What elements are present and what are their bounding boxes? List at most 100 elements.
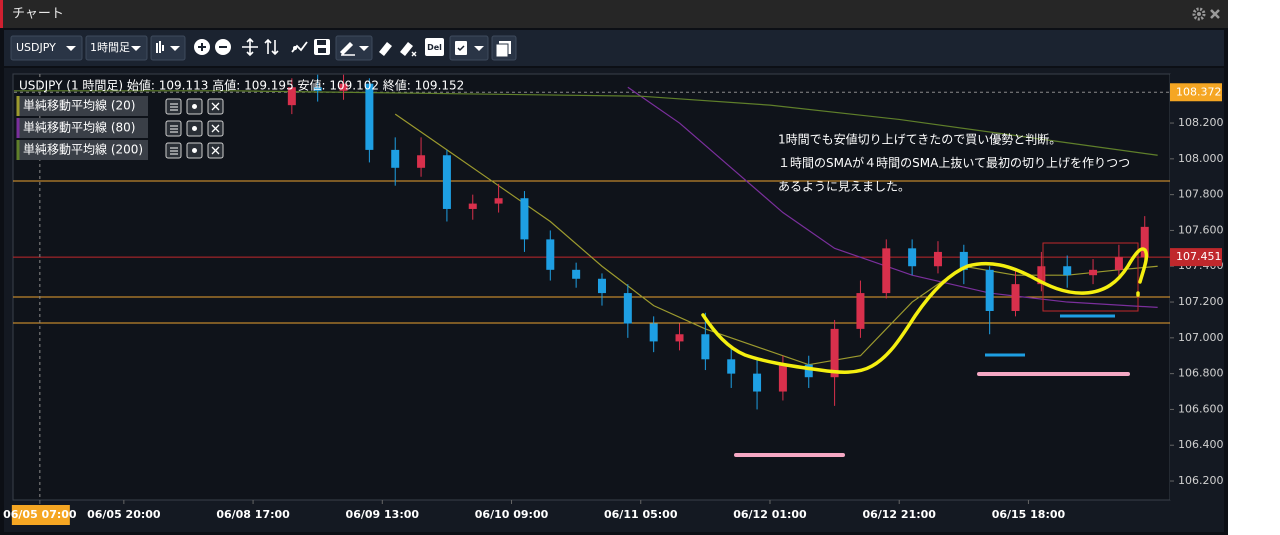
candle-body xyxy=(959,251,968,270)
candle xyxy=(546,230,555,281)
candle xyxy=(933,241,942,274)
candle-body xyxy=(468,203,477,209)
symbol-dropdown[interactable]: USDJPY xyxy=(10,35,83,61)
candle xyxy=(856,280,865,338)
x-tick-label: 06/05 20:00 xyxy=(87,508,161,521)
x-tick-label: 06/11 05:00 xyxy=(604,508,678,521)
candle-layer xyxy=(287,74,1149,410)
save-button[interactable] xyxy=(314,39,330,55)
scale-button[interactable] xyxy=(264,38,279,56)
y-tick-label: 106.200 xyxy=(1178,474,1224,487)
y-tick-label: 106.800 xyxy=(1178,367,1224,380)
candle-body xyxy=(1011,284,1020,311)
eraser-button[interactable] xyxy=(379,42,392,56)
annotation-line: １時間のSMAが４時間のSMA上抜いて最初の切り上げを作りつつ xyxy=(778,155,1130,170)
candle-body xyxy=(649,323,658,342)
legend-eye-icon xyxy=(192,148,197,153)
candle-body xyxy=(753,373,762,392)
user-drawings xyxy=(701,242,1149,457)
y-tick-label: 106.400 xyxy=(1178,438,1224,451)
pan-button[interactable] xyxy=(242,37,258,57)
delete-text: Del xyxy=(427,43,442,52)
annotation: 1時間でも安値切り上げてきたので買い優勢と判断。 １時間のSMAが４時間のSMA上… xyxy=(778,132,1130,194)
zoom-in-button[interactable] xyxy=(194,39,210,55)
candle xyxy=(468,194,477,220)
moving-average-line xyxy=(627,86,1158,309)
candle xyxy=(572,262,581,288)
annotation-line: あるように見えました。 xyxy=(778,180,910,194)
candle xyxy=(339,74,348,100)
zoom-out-button[interactable] xyxy=(215,39,231,55)
y-tick-label: 107.000 xyxy=(1178,331,1224,344)
x-tick-label: 06/09 13:00 xyxy=(346,508,420,521)
legend-settings-icon xyxy=(170,147,178,155)
candle-body xyxy=(933,251,942,267)
candle xyxy=(882,239,891,299)
ohlc-header: USDJPY (1 時間足) 始値: 109.113 高値: 109.195 安… xyxy=(19,78,464,93)
draw-dropdown[interactable] xyxy=(335,35,373,61)
toolbar xyxy=(4,30,1224,66)
candle-body xyxy=(546,239,555,270)
candle-body xyxy=(727,359,736,374)
candle-body xyxy=(365,83,374,150)
x-tick-label: 06/05 07:00 xyxy=(3,508,77,521)
candle-body xyxy=(1037,266,1046,285)
drawn-curve xyxy=(701,247,1149,374)
legend-settings-icon xyxy=(170,103,178,111)
last-price-tag xyxy=(1170,248,1222,267)
candle xyxy=(649,316,658,353)
candle xyxy=(804,355,813,388)
legend-remove-icon xyxy=(211,124,220,133)
candle-body xyxy=(442,155,451,209)
candle-body xyxy=(597,278,606,294)
candle-body xyxy=(675,334,684,342)
window-title: チャート xyxy=(12,7,64,22)
candle xyxy=(1063,255,1072,288)
erase-all-button[interactable] xyxy=(400,42,417,57)
y-tick-label: 107.600 xyxy=(1178,223,1224,236)
candle xyxy=(985,266,994,335)
candle-body xyxy=(520,198,529,240)
candle xyxy=(287,78,296,115)
settings-button[interactable] xyxy=(1192,7,1206,21)
x-crosshair-tag xyxy=(11,505,70,525)
template-dropdown[interactable] xyxy=(449,35,489,61)
symbol-text: USDJPY xyxy=(16,41,56,54)
price-axis xyxy=(1170,74,1222,500)
candle-body xyxy=(882,248,891,294)
candle xyxy=(1037,251,1046,292)
candle-body xyxy=(391,149,400,168)
candle xyxy=(1089,259,1098,285)
legend-eye-icon xyxy=(192,104,197,109)
close-button[interactable] xyxy=(1210,9,1220,19)
candle-body xyxy=(804,364,813,378)
timeframe-dropdown[interactable]: 1時間足 xyxy=(85,35,148,61)
candle-body xyxy=(1140,226,1149,258)
chart-type-dropdown[interactable] xyxy=(150,35,186,61)
indicator-button[interactable] xyxy=(291,41,308,53)
candle xyxy=(313,74,322,102)
axes: 106.200 106.400 106.600 106.800 107.000 107.2… xyxy=(3,83,1224,525)
x-tick-label: 06/12 21:00 xyxy=(862,508,936,521)
candle xyxy=(959,244,968,285)
timeframe-text: 1時間足 xyxy=(90,41,130,54)
candle-body xyxy=(417,155,426,168)
delete-button[interactable]: Del xyxy=(425,38,444,56)
legend-remove-icon xyxy=(211,146,220,155)
title-accent xyxy=(0,0,3,28)
legend: 単純移動平均線 (20) 単純移動平均線 (80) 単純移動平均線 (200) xyxy=(16,96,224,160)
x-tick-label: 06/15 18:00 xyxy=(992,508,1066,521)
candle xyxy=(597,273,606,306)
candle xyxy=(908,239,917,276)
last-price-label: 107.451 xyxy=(1176,250,1222,263)
candle-body xyxy=(908,248,917,267)
candle-body xyxy=(287,87,296,106)
candle-body xyxy=(1063,266,1072,276)
moving-average-line xyxy=(14,90,1158,156)
candle xyxy=(1114,244,1123,279)
legend-eye-icon xyxy=(192,126,197,131)
crosshair-label: 108.372 xyxy=(1176,85,1222,98)
candle xyxy=(494,183,503,213)
window-button[interactable] xyxy=(491,35,517,61)
